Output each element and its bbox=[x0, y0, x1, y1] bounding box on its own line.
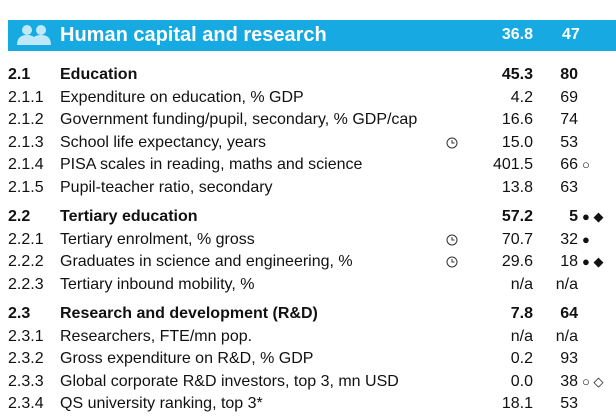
indicator-code: 2.1.1 bbox=[8, 88, 44, 106]
table-row: 2.1.1 Expenditure on education, % GDP 4.2 6… bbox=[8, 87, 616, 110]
indicator-label: Graduates in science and engineering, % bbox=[60, 253, 353, 270]
indicator-rank: 69 bbox=[560, 88, 578, 106]
indicator-code: 2.3 bbox=[8, 305, 31, 322]
indicator-score: 7.8 bbox=[510, 305, 533, 322]
indicator-score: 18.1 bbox=[501, 395, 533, 412]
indicator-label: PISA scales in reading, maths and scienc… bbox=[60, 156, 363, 173]
indicator-code: 2.3.3 bbox=[8, 372, 44, 390]
indicator-code: 2.3.1 bbox=[8, 327, 44, 345]
table-row: 2.3 Research and development (R&D) 7.8 64 bbox=[8, 303, 616, 326]
indicator-score: 0.0 bbox=[510, 372, 533, 390]
indicator-rank: 53 bbox=[560, 395, 578, 412]
indicator-score: 0.2 bbox=[510, 350, 533, 367]
table-row: 2.2.3 Tertiary inbound mobility, % n/a n/a bbox=[8, 274, 616, 297]
indicator-code: 2.2.1 bbox=[8, 230, 44, 248]
section-title: Human capital and research bbox=[60, 24, 327, 46]
indicator-code: 2.1.2 bbox=[8, 111, 44, 128]
table-row: 2.1.2 Government funding/pupil, secondary… bbox=[8, 109, 616, 132]
table-row: 2.3.4 QS university ranking, top 3* 18.1 53 bbox=[8, 393, 616, 416]
indicator-code: 2.3.2 bbox=[8, 350, 44, 367]
indicator-score: 57.2 bbox=[501, 208, 533, 225]
indicator-rank: 38 bbox=[560, 372, 578, 390]
indicator-score: 45.3 bbox=[501, 66, 533, 83]
indicator-rank: 32 bbox=[560, 230, 578, 248]
indicator-score: 401.5 bbox=[492, 156, 533, 173]
indicator-code: 2.2 bbox=[8, 208, 31, 225]
clock-icon bbox=[446, 137, 458, 148]
indicator-rank: 18 bbox=[560, 253, 578, 270]
table-row: 2.3.1 Researchers, FTE/mn pop. n/a n/a bbox=[8, 326, 616, 349]
strength-marks: ● ◆ bbox=[582, 209, 604, 224]
indicator-label: Global corporate R&D investors, top 3, m… bbox=[60, 372, 399, 390]
strength-marks: ○ ◇ bbox=[582, 373, 604, 389]
indicator-code: 2.1 bbox=[8, 66, 31, 83]
table-row: 2.1 Education 45.3 80 bbox=[8, 64, 616, 87]
indicator-label: Tertiary enrolment, % gross bbox=[60, 230, 255, 248]
indicator-score: 29.6 bbox=[501, 253, 533, 270]
indicator-score: 4.2 bbox=[510, 88, 533, 106]
strength-marks: ● ◆ bbox=[582, 254, 604, 269]
indicator-rank: 63 bbox=[560, 178, 578, 196]
indicator-rank: 93 bbox=[560, 350, 578, 367]
indicator-label: Pupil-teacher ratio, secondary bbox=[60, 178, 273, 196]
indicator-label: Expenditure on education, % GDP bbox=[60, 88, 304, 106]
indicator-code: 2.3.4 bbox=[8, 395, 44, 412]
indicator-label: Government funding/pupil, secondary, % G… bbox=[60, 111, 418, 128]
people-icon bbox=[17, 25, 51, 45]
indicator-label: Researchers, FTE/mn pop. bbox=[60, 327, 253, 345]
section-header: Human capital and research 36.8 47 bbox=[8, 20, 616, 51]
indicator-label: Research and development (R&D) bbox=[60, 305, 318, 322]
indicator-score: 70.7 bbox=[501, 230, 533, 248]
indicator-code: 2.1.5 bbox=[8, 178, 44, 196]
indicator-table: 2.1 Education 45.3 80 2.1.1 Expenditure on ed… bbox=[8, 64, 616, 416]
indicator-rank: 5 bbox=[569, 208, 578, 225]
table-row: 2.3.3 Global corporate R&D investors, top… bbox=[8, 371, 616, 394]
indicator-score: 13.8 bbox=[501, 178, 533, 196]
indicator-label: School life expectancy, years bbox=[60, 133, 267, 151]
clock-icon bbox=[446, 234, 458, 245]
indicator-label: Gross expenditure on R&D, % GDP bbox=[60, 350, 314, 367]
indicator-rank: 53 bbox=[560, 133, 578, 151]
section-score: 36.8 bbox=[501, 26, 533, 43]
indicator-label: Tertiary inbound mobility, % bbox=[60, 275, 255, 293]
table-row: 2.2 Tertiary education 57.2 5 ● ◆ bbox=[8, 206, 616, 229]
indicator-rank: 64 bbox=[560, 305, 578, 322]
section-rank: 47 bbox=[562, 26, 580, 43]
table-row: 2.2.1 Tertiary enrolment, % gross 70.7 32 ● bbox=[8, 229, 616, 252]
indicator-score: 15.0 bbox=[501, 133, 533, 151]
clock-icon bbox=[446, 256, 458, 268]
indicator-rank: 66 bbox=[560, 156, 578, 173]
indicator-label: Tertiary education bbox=[60, 208, 198, 225]
strength-marks: ○ bbox=[582, 157, 590, 172]
table-row: 2.3.2 Gross expenditure on R&D, % GDP 0.2 9… bbox=[8, 348, 616, 371]
indicator-rank: 80 bbox=[560, 66, 578, 83]
table-row: 2.1.4 PISA scales in reading, maths and s… bbox=[8, 154, 616, 177]
indicator-label: QS university ranking, top 3* bbox=[60, 395, 263, 412]
indicator-rank: n/a bbox=[555, 327, 578, 345]
indicator-score: 16.6 bbox=[501, 111, 533, 128]
indicator-code: 2.1.4 bbox=[8, 156, 44, 173]
indicator-code: 2.2.2 bbox=[8, 253, 44, 270]
strength-marks: ● bbox=[582, 231, 590, 247]
table-row: 2.1.5 Pupil-teacher ratio, secondary 13.8 6… bbox=[8, 177, 616, 200]
table-row: 2.1.3 School life expectancy, years 15.0 53 bbox=[8, 132, 616, 155]
indicator-label: Education bbox=[60, 66, 138, 83]
indicator-code: 2.2.3 bbox=[8, 275, 44, 293]
indicator-rank: 74 bbox=[560, 111, 578, 128]
indicator-code: 2.1.3 bbox=[8, 133, 44, 151]
indicator-score: n/a bbox=[510, 327, 533, 345]
indicator-rank: n/a bbox=[555, 275, 578, 293]
table-row: 2.2.2 Graduates in science and engineerin… bbox=[8, 251, 616, 274]
indicator-score: n/a bbox=[510, 275, 533, 293]
